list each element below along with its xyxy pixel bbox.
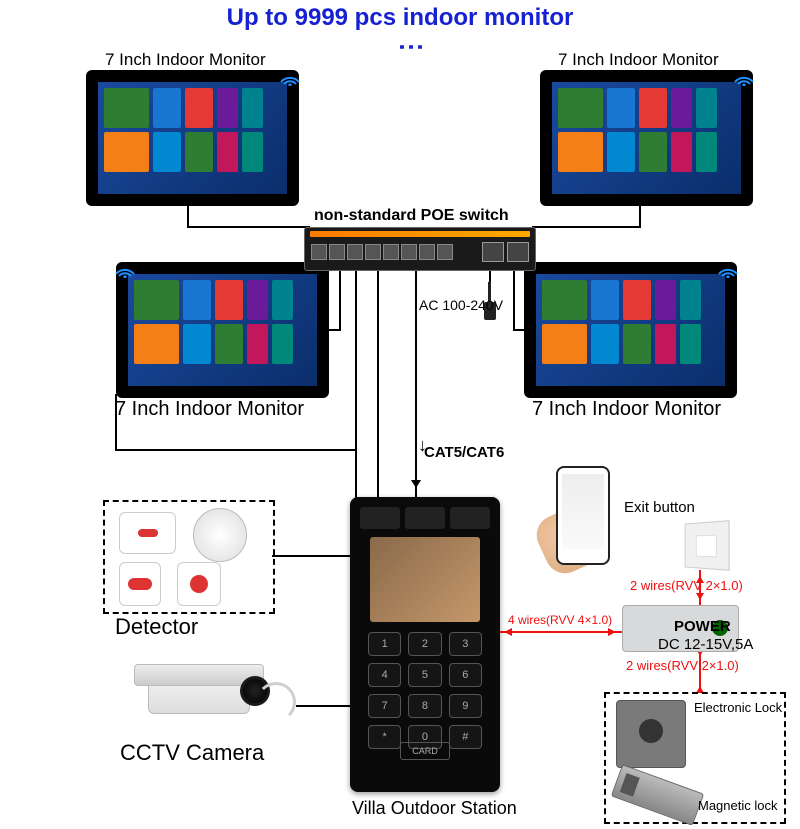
keypad-key: * <box>368 725 401 749</box>
wifi-icon <box>114 260 136 283</box>
keypad-key: 3 <box>449 632 482 656</box>
ellipsis-dots-icon: ⋮ <box>396 34 427 63</box>
elock-label: Electronic Lock <box>694 700 782 715</box>
wire-2b-label: 2 wires(RVV 2×1.0) <box>626 658 739 673</box>
outdoor-label: Villa Outdoor Station <box>352 798 517 819</box>
wifi-icon <box>279 68 301 91</box>
exit-button <box>685 520 730 571</box>
indoor-monitor <box>524 262 737 398</box>
monitor-label: 7 Inch Indoor Monitor <box>558 50 719 70</box>
ac-label: AC 100-240V <box>419 297 503 313</box>
wire-2-label: 2 wires(RVV 2×1.0) <box>630 578 743 593</box>
keypad-key: # <box>449 725 482 749</box>
monitor-label: 7 Inch Indoor Monitor <box>532 398 721 421</box>
keypad-key: 1 <box>368 632 401 656</box>
keypad-key: 5 <box>408 663 441 687</box>
page-title: Up to 9999 pcs indoor monitor <box>0 4 800 32</box>
wifi-icon <box>717 260 739 283</box>
maglock-label: Magnetic lock <box>698 798 777 813</box>
outdoor-station: 123456789*0# CARD <box>350 497 500 792</box>
cctv-camera <box>128 670 278 730</box>
wifi-icon <box>733 68 755 91</box>
switch-label: non-standard POE switch <box>314 207 509 225</box>
keypad-key: 4 <box>368 663 401 687</box>
down-arrow-icon: ↓ <box>418 435 427 456</box>
electronic-lock <box>616 700 686 768</box>
monitor-label: 7 Inch Indoor Monitor <box>105 50 266 70</box>
power-label-2: DC 12-15V,5A <box>658 636 753 653</box>
cable-label: CAT5/CAT6 <box>424 444 504 461</box>
wire-4-label: 4 wires(RVV 4×1.0) <box>508 613 612 627</box>
power-label-1: POWER <box>674 618 731 635</box>
exit-label: Exit button <box>624 499 695 516</box>
keypad-key: 8 <box>408 694 441 718</box>
keypad-key: 9 <box>449 694 482 718</box>
keypad-key: 2 <box>408 632 441 656</box>
indoor-monitor <box>540 70 753 206</box>
keypad-key: 7 <box>368 694 401 718</box>
indoor-monitor <box>86 70 299 206</box>
keypad-key: 6 <box>449 663 482 687</box>
indoor-monitor <box>116 262 329 398</box>
detector-group <box>103 500 275 614</box>
card-reader-label: CARD <box>400 742 450 760</box>
smartphone <box>556 466 610 565</box>
cctv-label: CCTV Camera <box>120 740 264 766</box>
monitor-label: 7 Inch Indoor Monitor <box>115 398 304 421</box>
poe-switch <box>304 227 536 271</box>
detector-label: Detector <box>115 614 198 640</box>
